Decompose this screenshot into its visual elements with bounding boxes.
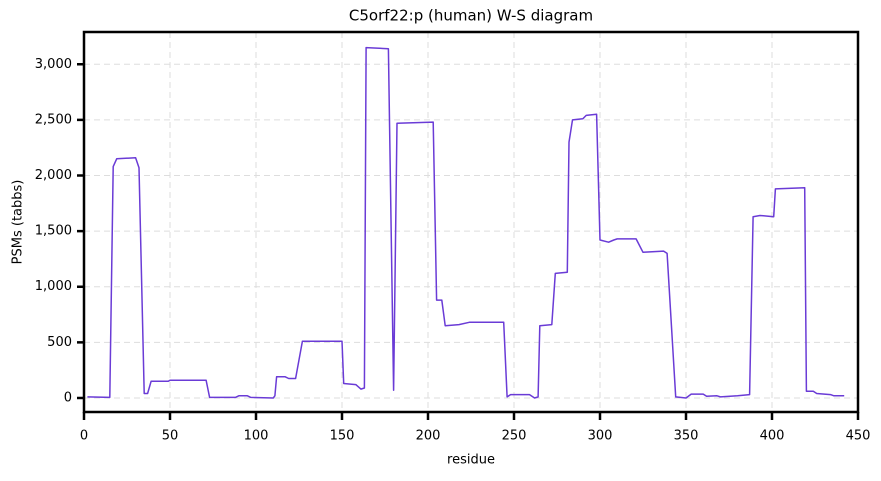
y-tick-label: 2,500 <box>35 112 72 127</box>
y-tick-label: 2,000 <box>35 168 72 183</box>
x-tick-label: 150 <box>330 429 355 444</box>
y-tick-label: 3,000 <box>35 57 72 72</box>
x-tick-label: 50 <box>162 429 179 444</box>
x-tick-label: 250 <box>502 429 527 444</box>
x-axis-label: residue <box>447 453 495 468</box>
y-tick-label: 1,000 <box>35 279 72 294</box>
x-tick-label: 400 <box>760 429 785 444</box>
data-line <box>87 46 845 399</box>
x-tick-label: 100 <box>244 429 269 444</box>
x-tick-label: 200 <box>416 429 441 444</box>
x-tick-label: 350 <box>674 429 699 444</box>
y-tick-label: 0 <box>64 390 72 405</box>
x-tick-label: 300 <box>588 429 613 444</box>
x-tick-label: 450 <box>846 429 871 444</box>
y-tick-label: 500 <box>47 335 72 350</box>
y-tick-label: 1,500 <box>35 224 72 239</box>
x-tick-label: 0 <box>80 429 88 444</box>
y-axis-label: PSMs (tabbs) <box>11 180 26 265</box>
chart-title: C5orf22:p (human) W-S diagram <box>349 7 593 25</box>
plot-frame <box>82 30 860 414</box>
